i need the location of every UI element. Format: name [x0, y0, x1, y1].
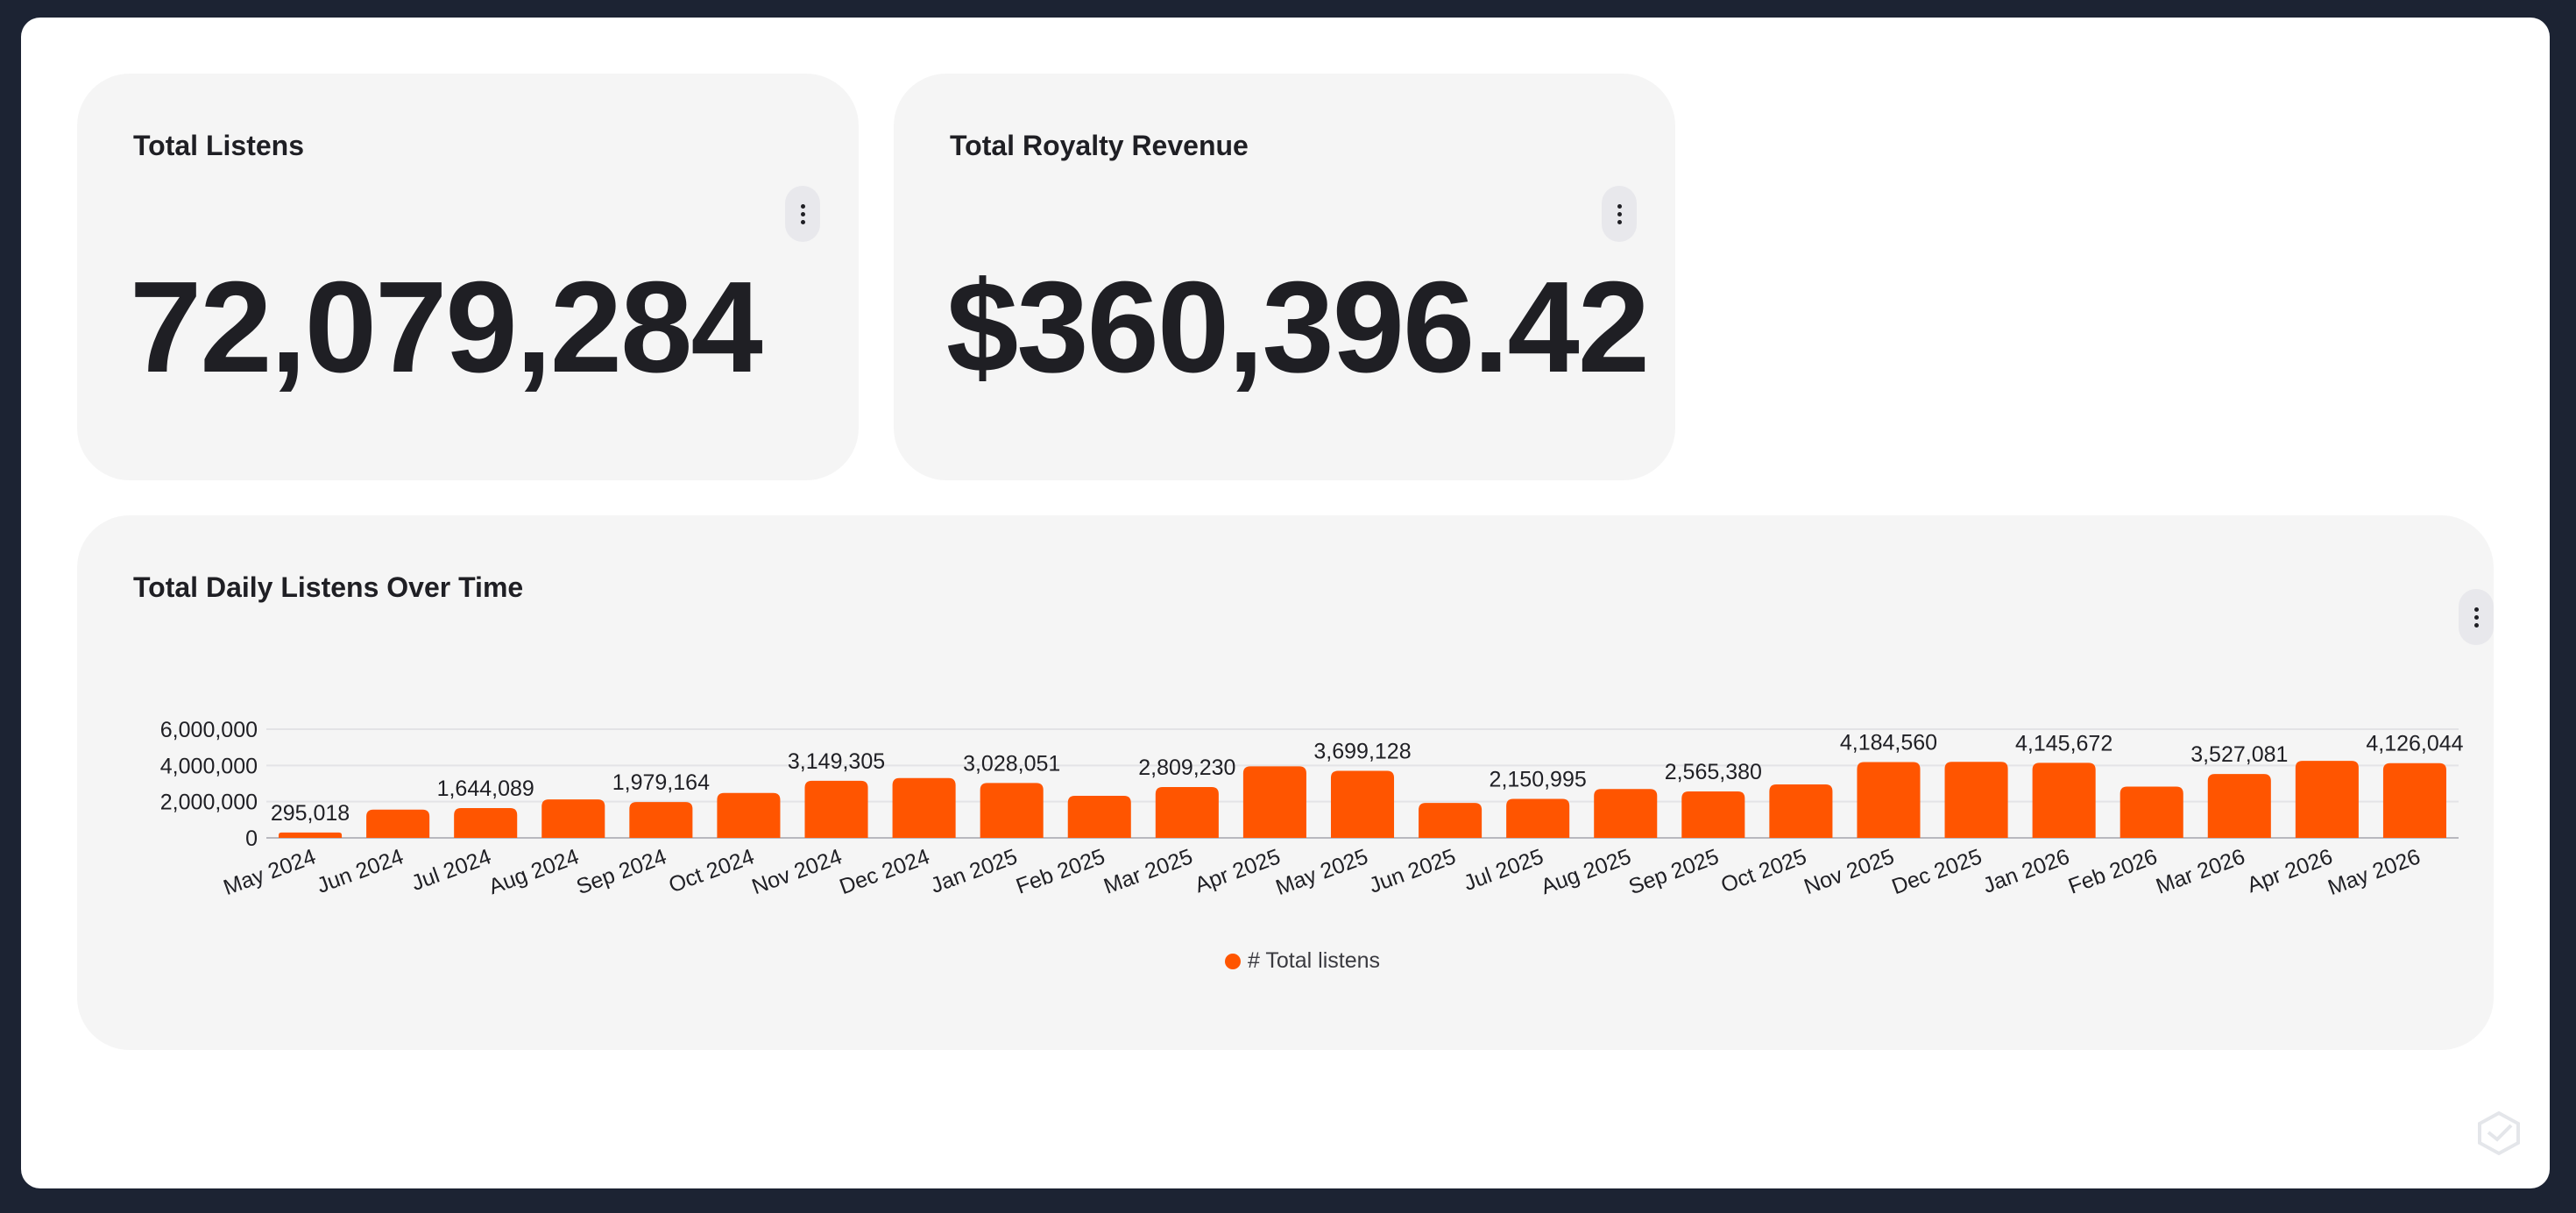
- kebab-menu-icon[interactable]: [1602, 186, 1637, 242]
- data-label: 295,018: [271, 801, 350, 826]
- x-tick-label: Mar 2025: [1100, 844, 1196, 898]
- total-listens-card: Total Listens 72,079,284: [77, 74, 859, 480]
- x-tick-label: May 2025: [1272, 844, 1371, 900]
- data-label: 2,150,995: [1490, 768, 1587, 792]
- data-label: 1,979,164: [612, 770, 710, 795]
- total-royalty-revenue-card: Total Royalty Revenue $360,396.42: [894, 74, 1675, 480]
- chart-legend[interactable]: # Total listens: [1225, 948, 1380, 974]
- bar: [366, 809, 430, 838]
- bar: [1681, 791, 1745, 838]
- bar: [1330, 770, 1395, 838]
- total-royalty-revenue-title: Total Royalty Revenue: [950, 130, 1249, 161]
- bar: [1067, 796, 1131, 838]
- x-tick-label: Jul 2025: [1461, 844, 1546, 896]
- x-tick-label: Nov 2025: [1801, 844, 1897, 899]
- x-tick-label: Dec 2025: [1888, 844, 1985, 899]
- chart-title: Total Daily Listens Over Time: [133, 571, 524, 603]
- bar: [1594, 789, 1658, 838]
- x-tick-label: Feb 2026: [2065, 844, 2161, 898]
- data-label: 1,644,089: [437, 777, 534, 801]
- x-tick-label: Feb 2025: [1013, 844, 1108, 898]
- x-tick-label: Oct 2024: [666, 844, 758, 897]
- data-label: 2,565,380: [1665, 760, 1762, 784]
- y-tick-label: 2,000,000: [160, 791, 258, 815]
- x-tick-label: Mar 2026: [2153, 844, 2248, 898]
- y-tick-label: 0: [245, 826, 258, 851]
- daily-listens-chart-card: Total Daily Listens Over Time 0 2,000,000…: [77, 515, 2494, 1050]
- data-label: 3,527,081: [2190, 742, 2288, 767]
- data-label: 3,149,305: [788, 749, 885, 774]
- bar: [2207, 774, 2271, 838]
- x-tick-label: Apr 2026: [2244, 844, 2336, 897]
- data-label: 3,699,128: [1313, 740, 1411, 764]
- x-tick-label: Sep 2024: [573, 844, 669, 899]
- bar: [2032, 763, 2096, 838]
- bar: [2120, 786, 2183, 838]
- bar: [1419, 803, 1483, 838]
- dashboard-canvas: Total Listens 72,079,284 Total Royalty R…: [21, 18, 2550, 1188]
- y-tick-label: 6,000,000: [160, 718, 258, 742]
- bar: [1769, 784, 1833, 838]
- x-tick-label: Jun 2024: [314, 844, 407, 898]
- x-tick-label: May 2026: [2325, 844, 2424, 900]
- bar: [1155, 786, 1219, 838]
- bar: [804, 780, 868, 838]
- x-tick-label: Oct 2025: [1718, 844, 1810, 897]
- total-listens-title: Total Listens: [133, 130, 304, 161]
- bar: [980, 783, 1044, 838]
- legend-label: # Total listens: [1248, 948, 1381, 973]
- bar: [279, 832, 343, 838]
- x-tick-label: Aug 2024: [485, 844, 582, 899]
- legend-swatch: [1225, 953, 1241, 969]
- total-royalty-revenue-value: $360,396.42: [946, 255, 1650, 400]
- data-label: 4,184,560: [1840, 731, 1937, 755]
- bar: [454, 808, 518, 838]
- bar: [1242, 766, 1306, 838]
- x-tick-label: Dec 2024: [836, 844, 932, 899]
- bar: [892, 777, 956, 838]
- x-tick-label: Apr 2025: [1192, 844, 1284, 897]
- bar: [1944, 762, 2008, 838]
- data-label: 4,145,672: [2015, 731, 2112, 755]
- bar: [1857, 762, 1921, 838]
- x-tick-label: May 2024: [220, 844, 319, 900]
- bar: [629, 802, 693, 838]
- x-tick-label: Sep 2025: [1625, 844, 1722, 899]
- x-tick-label: Aug 2025: [1538, 844, 1634, 899]
- y-tick-label: 4,000,000: [160, 754, 258, 778]
- bar: [2295, 761, 2359, 838]
- data-label: 3,028,051: [963, 751, 1060, 776]
- bar: [717, 792, 781, 838]
- total-listens-value: 72,079,284: [130, 255, 763, 400]
- bar: [1506, 798, 1570, 838]
- x-tick-label: Nov 2024: [748, 844, 845, 899]
- data-label: 2,809,230: [1138, 755, 1235, 780]
- x-tick-label: Jul 2024: [408, 844, 494, 896]
- data-label: 4,126,044: [2366, 732, 2463, 756]
- x-tick-label: Jan 2026: [1979, 844, 2072, 897]
- logo-watermark-icon: [2478, 1110, 2520, 1156]
- kebab-menu-icon[interactable]: [785, 186, 820, 242]
- x-tick-label: Jun 2025: [1366, 844, 1459, 897]
- bar: [2382, 763, 2446, 838]
- x-tick-label: Jan 2025: [927, 844, 1020, 897]
- bar: [541, 799, 605, 838]
- kebab-menu-icon[interactable]: [2459, 589, 2494, 645]
